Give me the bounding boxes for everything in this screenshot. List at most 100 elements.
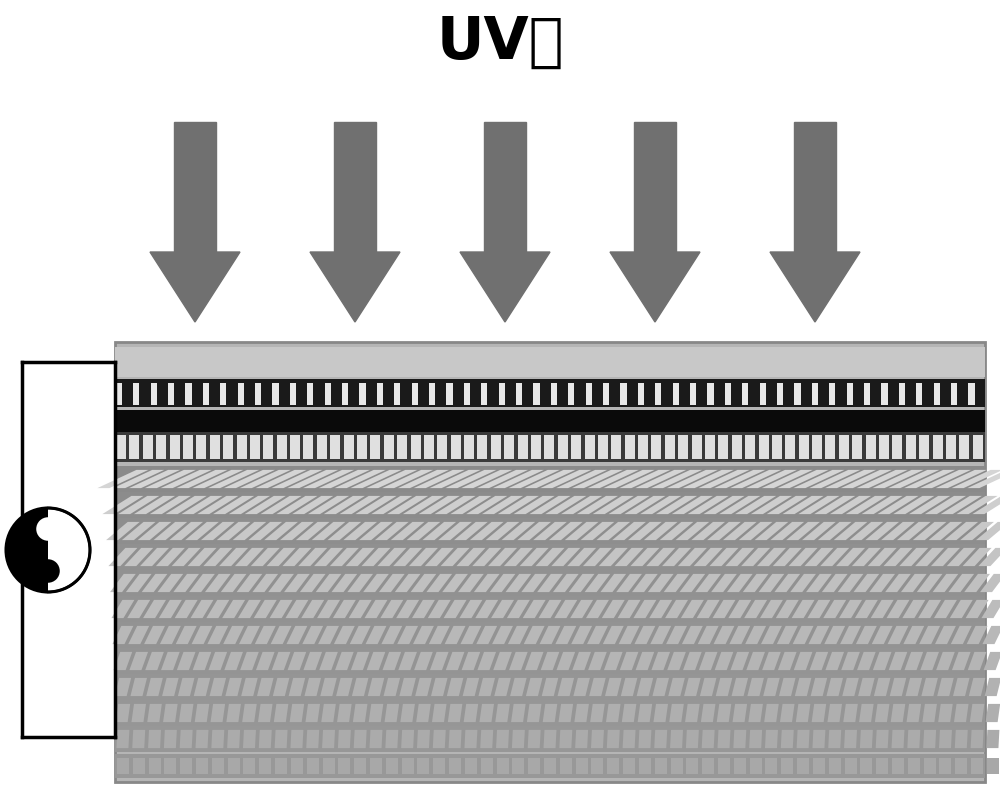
Polygon shape bbox=[573, 678, 590, 696]
Polygon shape bbox=[919, 626, 940, 644]
Bar bbox=[115, 410, 985, 432]
Polygon shape bbox=[765, 730, 778, 748]
Bar bbox=[116, 435, 126, 459]
Polygon shape bbox=[779, 678, 796, 696]
Polygon shape bbox=[102, 496, 143, 514]
Polygon shape bbox=[259, 730, 272, 748]
Polygon shape bbox=[818, 522, 852, 540]
Polygon shape bbox=[969, 678, 985, 696]
Polygon shape bbox=[678, 548, 707, 566]
Polygon shape bbox=[432, 704, 447, 722]
Polygon shape bbox=[755, 522, 788, 540]
Bar bbox=[377, 383, 383, 405]
Polygon shape bbox=[237, 574, 262, 592]
Polygon shape bbox=[874, 678, 890, 696]
Bar bbox=[115, 596, 985, 622]
Polygon shape bbox=[623, 758, 635, 775]
Polygon shape bbox=[619, 470, 670, 488]
Polygon shape bbox=[398, 470, 449, 488]
Bar bbox=[255, 383, 261, 405]
Polygon shape bbox=[583, 548, 612, 566]
Polygon shape bbox=[285, 600, 308, 618]
Polygon shape bbox=[616, 574, 642, 592]
Polygon shape bbox=[558, 678, 574, 696]
Polygon shape bbox=[739, 522, 772, 540]
Polygon shape bbox=[844, 730, 857, 748]
Polygon shape bbox=[241, 678, 258, 696]
Polygon shape bbox=[328, 522, 361, 540]
Polygon shape bbox=[97, 470, 148, 488]
Polygon shape bbox=[644, 522, 678, 540]
Polygon shape bbox=[508, 626, 529, 644]
Wedge shape bbox=[48, 508, 90, 592]
Polygon shape bbox=[504, 548, 533, 566]
Polygon shape bbox=[802, 522, 836, 540]
Polygon shape bbox=[640, 496, 681, 514]
Polygon shape bbox=[881, 522, 915, 540]
Polygon shape bbox=[226, 704, 241, 722]
Polygon shape bbox=[208, 470, 259, 488]
Polygon shape bbox=[682, 626, 703, 644]
Polygon shape bbox=[764, 704, 779, 722]
Polygon shape bbox=[416, 704, 431, 722]
Polygon shape bbox=[734, 758, 746, 775]
Polygon shape bbox=[604, 652, 623, 670]
Polygon shape bbox=[350, 470, 402, 488]
Bar bbox=[250, 435, 260, 459]
Polygon shape bbox=[163, 704, 178, 722]
Polygon shape bbox=[635, 470, 686, 488]
Polygon shape bbox=[679, 574, 705, 592]
Polygon shape bbox=[337, 704, 352, 722]
Bar bbox=[484, 122, 526, 252]
Polygon shape bbox=[401, 730, 414, 748]
Bar bbox=[183, 435, 193, 459]
Polygon shape bbox=[303, 470, 354, 488]
Bar bbox=[772, 435, 782, 459]
Polygon shape bbox=[575, 730, 588, 748]
Bar bbox=[544, 435, 554, 459]
Polygon shape bbox=[340, 496, 381, 514]
Polygon shape bbox=[384, 678, 400, 696]
Polygon shape bbox=[681, 600, 704, 618]
Polygon shape bbox=[605, 678, 622, 696]
Polygon shape bbox=[733, 704, 747, 722]
Polygon shape bbox=[474, 574, 500, 592]
Polygon shape bbox=[694, 548, 723, 566]
Bar bbox=[518, 435, 528, 459]
Polygon shape bbox=[630, 548, 659, 566]
Polygon shape bbox=[607, 758, 619, 775]
Polygon shape bbox=[127, 600, 150, 618]
Polygon shape bbox=[449, 730, 462, 748]
Polygon shape bbox=[885, 574, 911, 592]
Polygon shape bbox=[493, 470, 544, 488]
Polygon shape bbox=[955, 758, 967, 775]
Polygon shape bbox=[354, 730, 367, 748]
Polygon shape bbox=[765, 758, 777, 775]
Polygon shape bbox=[509, 470, 560, 488]
Polygon shape bbox=[667, 652, 686, 670]
Polygon shape bbox=[463, 678, 479, 696]
Polygon shape bbox=[685, 704, 700, 722]
Polygon shape bbox=[746, 652, 765, 670]
Polygon shape bbox=[411, 574, 436, 592]
Polygon shape bbox=[343, 522, 377, 540]
Polygon shape bbox=[533, 522, 567, 540]
Polygon shape bbox=[312, 522, 345, 540]
Polygon shape bbox=[619, 626, 640, 644]
Polygon shape bbox=[275, 758, 287, 775]
Polygon shape bbox=[628, 522, 662, 540]
Polygon shape bbox=[521, 574, 547, 592]
Polygon shape bbox=[581, 522, 614, 540]
Polygon shape bbox=[967, 626, 988, 644]
Polygon shape bbox=[196, 730, 208, 748]
Polygon shape bbox=[865, 522, 899, 540]
Polygon shape bbox=[415, 678, 432, 696]
Bar bbox=[115, 379, 985, 407]
Bar bbox=[370, 435, 380, 459]
Polygon shape bbox=[495, 704, 510, 722]
Polygon shape bbox=[319, 652, 338, 670]
Polygon shape bbox=[330, 548, 359, 566]
Polygon shape bbox=[698, 470, 750, 488]
Bar bbox=[705, 435, 715, 459]
Polygon shape bbox=[126, 574, 152, 592]
